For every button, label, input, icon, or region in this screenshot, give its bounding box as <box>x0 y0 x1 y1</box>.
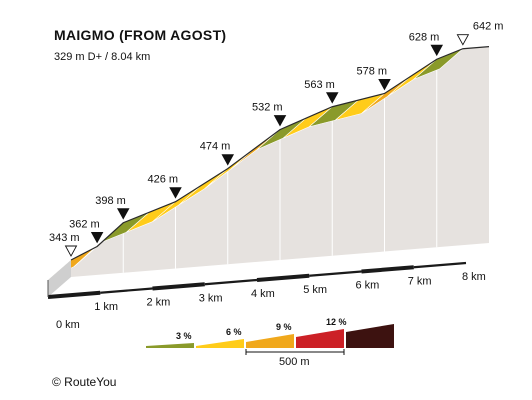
elevation-marker-triangle <box>116 208 130 220</box>
elevation-marker-triangle <box>456 34 470 46</box>
elevation-marker-label: 474 m <box>200 141 231 153</box>
elevation-marker-triangle <box>90 232 104 244</box>
elevation-marker-label: 398 m <box>95 195 126 207</box>
elevation-marker-label: 563 m <box>304 79 335 91</box>
base-edge-segment <box>152 282 205 291</box>
elevation-marker-triangle <box>430 44 444 57</box>
x-tick-label: 6 km <box>356 280 380 292</box>
profile-bottom-edge <box>47 260 467 299</box>
profile-start-face <box>48 260 71 297</box>
x-tick-label: 0 km <box>56 319 80 331</box>
elevation-marker-triangle <box>378 79 391 91</box>
copyright-text: © RouteYou <box>52 375 117 389</box>
km-grid-lines <box>122 59 438 273</box>
base-edge-segment <box>361 265 414 274</box>
elevation-marker-label: 362 m <box>69 218 100 230</box>
x-tick-label: 4 km <box>251 288 275 300</box>
base-edge-segment <box>256 273 310 282</box>
scale-bar-label: 500 m <box>279 356 310 368</box>
x-tick-label: 2 km <box>147 297 171 309</box>
base-edge-segment <box>47 290 101 299</box>
legend-label: 6 % <box>226 327 242 337</box>
x-tick-label: 7 km <box>408 275 432 287</box>
x-axis-ticks: 0 km 1 km 2 km 3 km 4 km 5 km 6 km 7 km 8 km <box>56 271 486 331</box>
x-tick-label: 5 km <box>303 284 327 296</box>
legend-chip <box>196 339 244 348</box>
base-edge-segment <box>309 270 362 277</box>
legend-chip <box>346 324 394 348</box>
elevation-marker-label: 642 m <box>473 21 504 33</box>
legend-chip <box>296 329 344 348</box>
elevation-marker-triangle <box>325 92 339 104</box>
legend-chip <box>246 334 294 348</box>
legend-label: 3 % <box>176 331 192 341</box>
elevation-markers: 343 m 362 m 398 m 426 m 474 m 532 m 563 m 578 m… <box>49 21 504 257</box>
elevation-marker-triangle <box>273 115 287 127</box>
elevation-marker-label: 628 m <box>409 31 440 43</box>
x-tick-label: 3 km <box>199 292 223 304</box>
base-edge-segment <box>413 261 467 269</box>
x-tick-label: 1 km <box>94 301 118 313</box>
legend-label: 9 % <box>276 322 292 332</box>
legend-label: 12 % <box>326 317 347 327</box>
x-tick-label: 8 km <box>462 271 486 283</box>
elevation-marker-label: 343 m <box>49 232 80 244</box>
base-edge-segment <box>204 278 258 286</box>
elevation-marker-triangle <box>169 187 182 199</box>
profile-top-edge <box>70 46 490 261</box>
base-edge-segment <box>100 287 153 294</box>
elevation-marker-label: 426 m <box>148 174 179 186</box>
chart-subtitle: 329 m D+ / 8.04 km <box>54 51 151 63</box>
elevation-marker-triangle <box>64 245 78 257</box>
elevation-marker-triangle <box>221 154 235 166</box>
legend-chip <box>146 343 194 348</box>
gradient-legend: 3 % 6 % 9 % 12 % 500 m <box>146 317 394 368</box>
elevation-marker-label: 578 m <box>357 66 388 78</box>
elevation-marker-label: 532 m <box>252 102 283 114</box>
chart-title: MAIGMO (FROM AGOST) <box>54 27 227 43</box>
